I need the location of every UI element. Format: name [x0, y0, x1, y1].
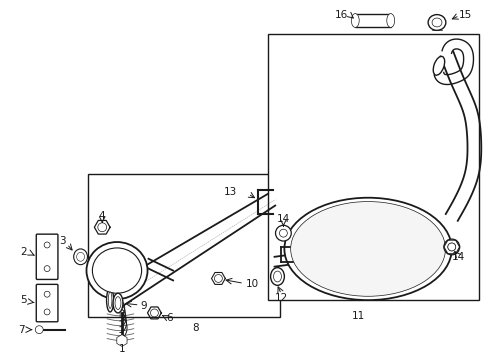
- Ellipse shape: [448, 243, 456, 251]
- Ellipse shape: [76, 252, 84, 261]
- Ellipse shape: [351, 14, 359, 27]
- Ellipse shape: [74, 249, 88, 265]
- Text: 3: 3: [60, 236, 66, 246]
- Ellipse shape: [113, 293, 123, 313]
- Ellipse shape: [433, 57, 445, 75]
- Ellipse shape: [44, 266, 50, 271]
- Text: 13: 13: [224, 187, 237, 197]
- Ellipse shape: [279, 229, 287, 237]
- Ellipse shape: [150, 309, 158, 317]
- Ellipse shape: [444, 239, 460, 255]
- Ellipse shape: [387, 14, 394, 27]
- Ellipse shape: [106, 288, 114, 312]
- Ellipse shape: [108, 292, 112, 309]
- Text: 15: 15: [459, 10, 472, 19]
- Ellipse shape: [448, 243, 456, 251]
- Ellipse shape: [86, 242, 147, 299]
- Text: 6: 6: [166, 313, 172, 323]
- Text: 14: 14: [277, 215, 290, 224]
- Ellipse shape: [215, 275, 222, 282]
- Text: 1: 1: [119, 345, 125, 354]
- Text: 12: 12: [275, 293, 288, 303]
- Ellipse shape: [115, 297, 121, 310]
- Ellipse shape: [284, 198, 452, 300]
- Ellipse shape: [44, 309, 50, 315]
- Text: 14: 14: [452, 252, 466, 262]
- Bar: [355, 14, 391, 27]
- Text: 16: 16: [335, 10, 348, 19]
- Ellipse shape: [44, 291, 50, 297]
- FancyBboxPatch shape: [36, 284, 58, 322]
- Ellipse shape: [270, 267, 284, 285]
- Text: 10: 10: [246, 279, 259, 289]
- Ellipse shape: [35, 326, 43, 334]
- Ellipse shape: [432, 18, 442, 27]
- Ellipse shape: [275, 225, 291, 241]
- Ellipse shape: [93, 248, 142, 293]
- Text: 11: 11: [352, 311, 365, 321]
- Ellipse shape: [273, 271, 281, 282]
- Text: 9: 9: [140, 301, 147, 311]
- FancyBboxPatch shape: [36, 234, 58, 279]
- Text: 2: 2: [20, 247, 27, 257]
- Bar: [268, 34, 479, 300]
- Ellipse shape: [98, 223, 107, 232]
- Text: 7: 7: [18, 325, 25, 335]
- Ellipse shape: [44, 242, 50, 248]
- Text: 5: 5: [20, 295, 27, 305]
- Bar: [89, 174, 280, 317]
- Ellipse shape: [428, 15, 446, 30]
- Ellipse shape: [291, 202, 445, 296]
- Text: 4: 4: [99, 211, 105, 221]
- Text: 8: 8: [193, 323, 199, 333]
